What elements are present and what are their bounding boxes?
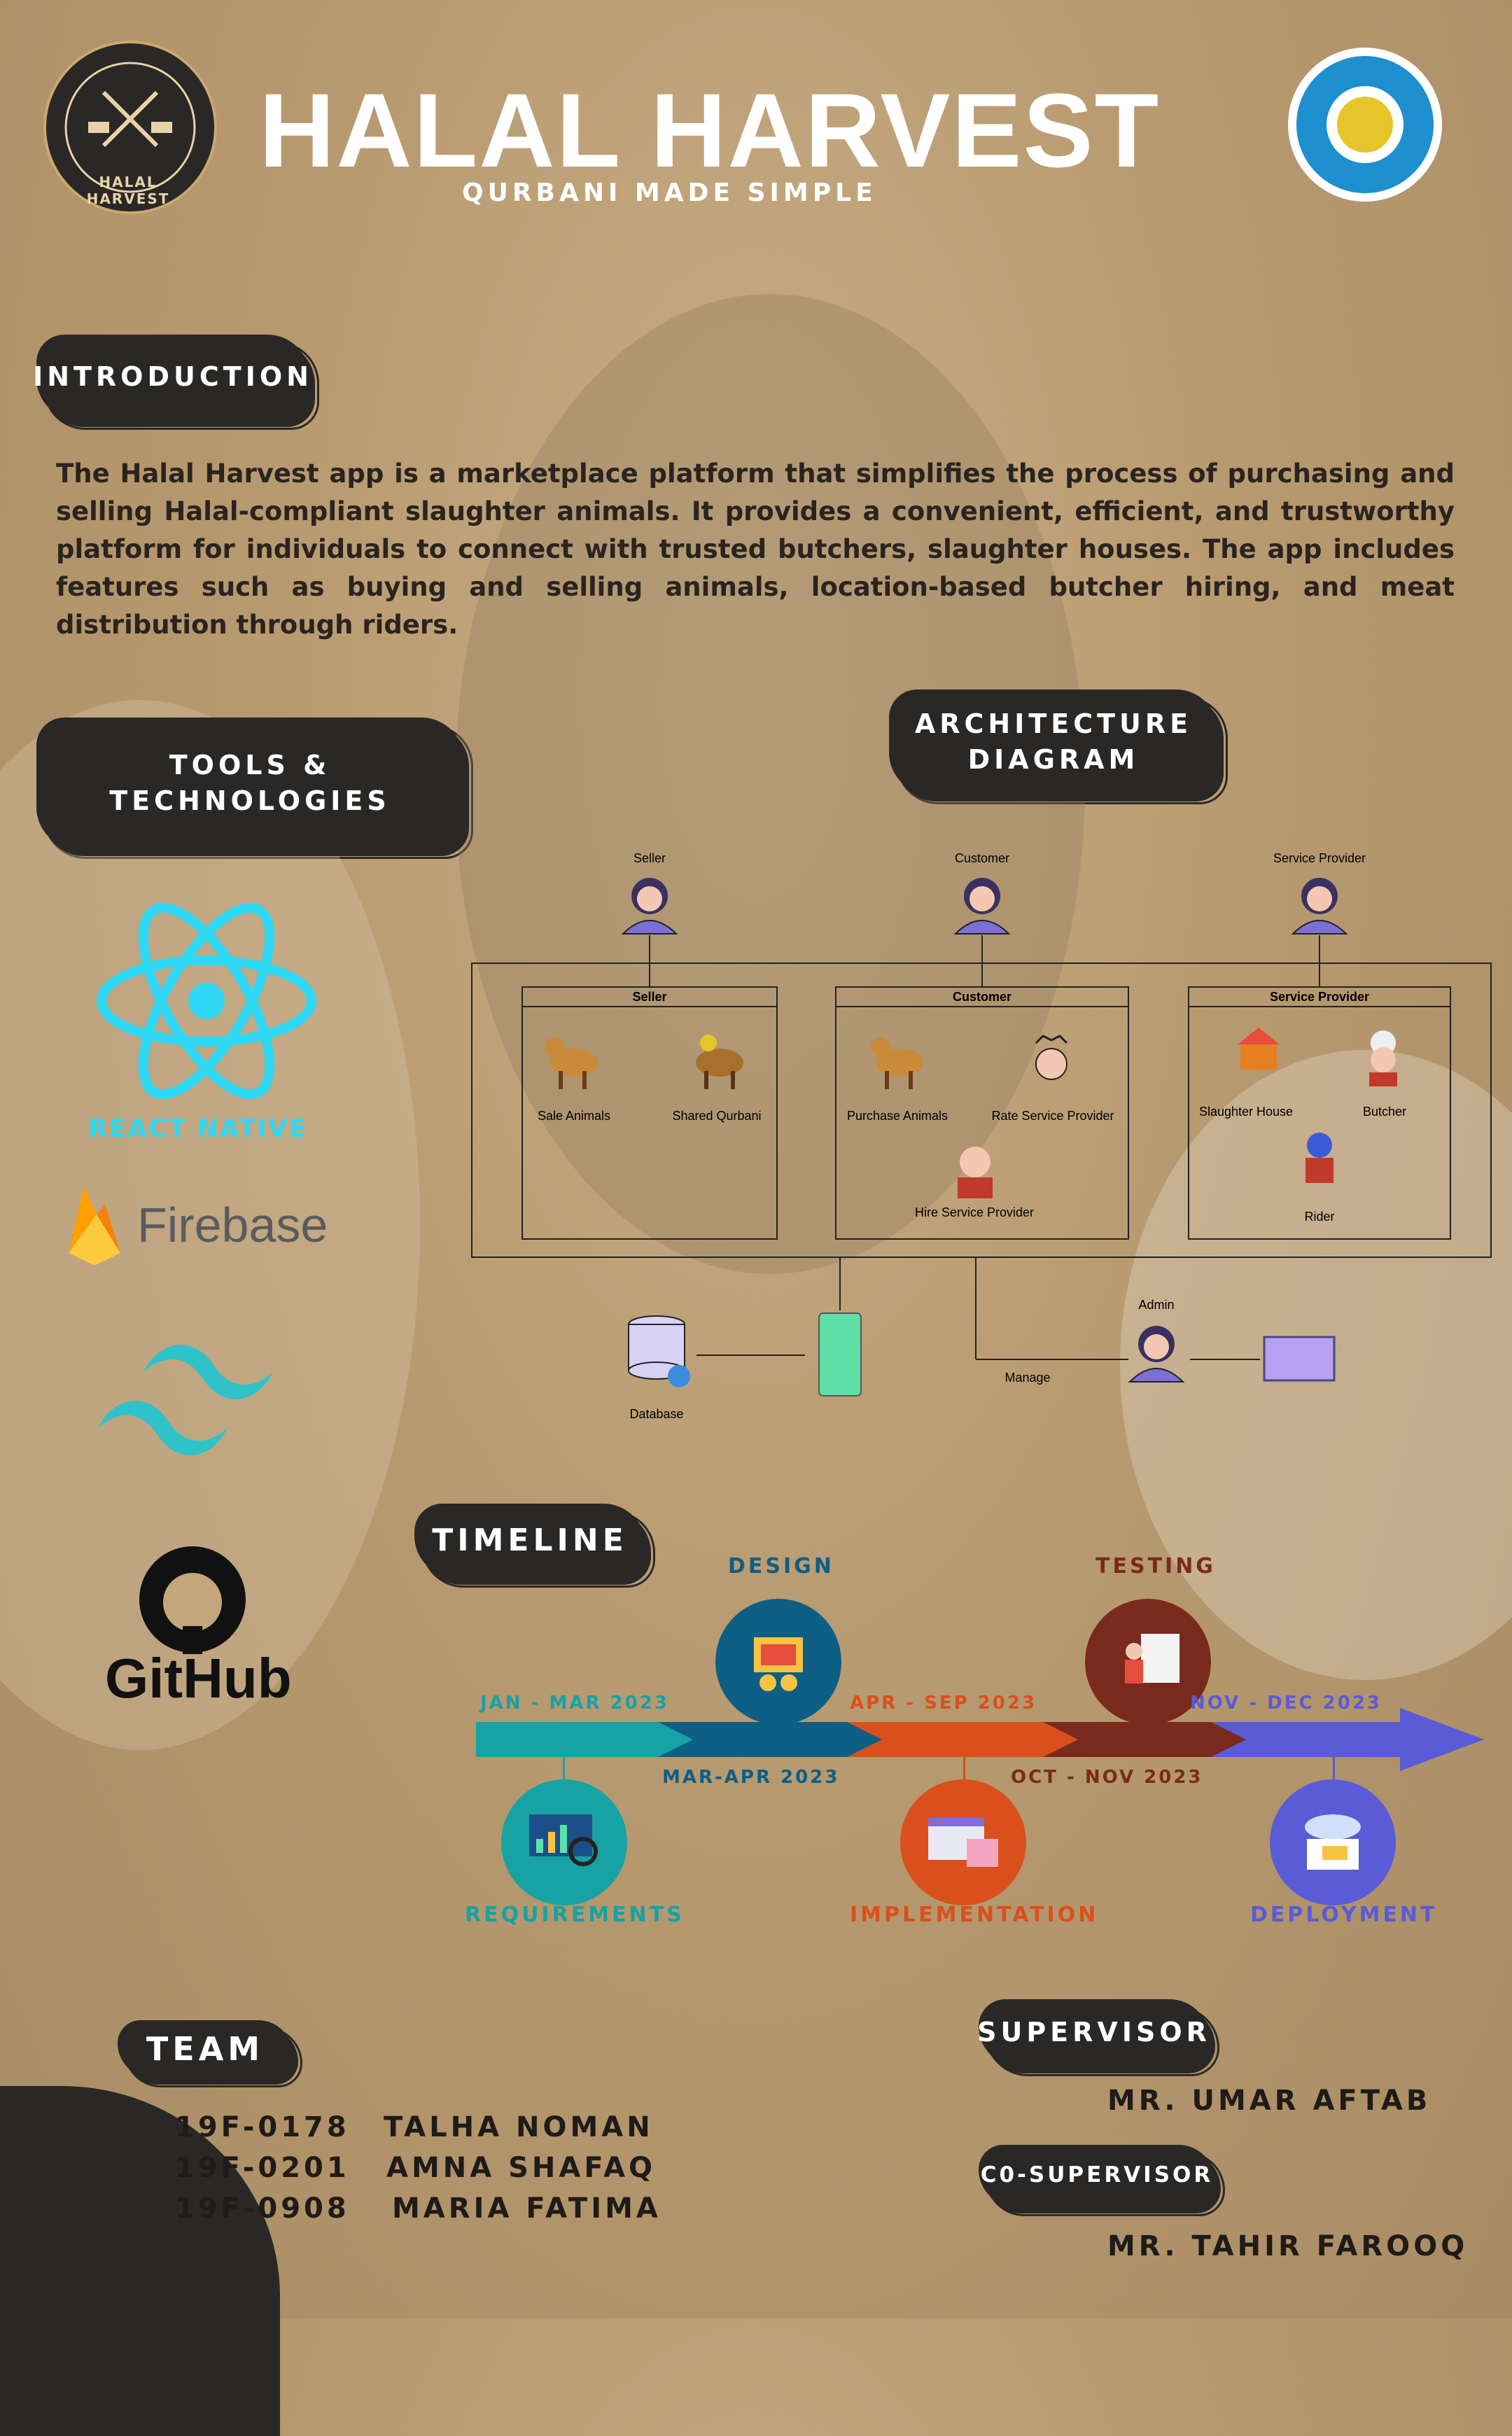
architecture-heading: ARCHITECTURE DIAGRAM (889, 690, 1228, 804)
team-member-name: TALHA NOMAN (384, 2111, 654, 2143)
team-member-id: 19F-0178 (175, 2111, 350, 2143)
code-window-icon (928, 1818, 998, 1867)
introduction-text: The Halal Harvest app is a marketplace p… (56, 458, 1455, 640)
university-logo (1288, 48, 1442, 202)
github-octocat-icon (139, 1546, 246, 1654)
brand-logo (43, 41, 217, 214)
supervisor-heading: SUPERVISOR (977, 1999, 1219, 2076)
rating-icon (1035, 1035, 1068, 1080)
analytics-screen-icon (529, 1814, 598, 1866)
connector (963, 1757, 965, 1792)
page-subtitle: QURBANI MADE SIMPLE (462, 178, 877, 207)
firebase-flame-icon (69, 1186, 120, 1266)
architecture-diagram: Seller Customer Service Provider Seller … (471, 851, 1492, 1421)
timeline-heading: TIMELINE (414, 1504, 655, 1588)
connector (1333, 1757, 1335, 1792)
requirements-date: JAN - MAR 2023 (480, 1693, 669, 1714)
timeline-segment-deployment (1211, 1708, 1484, 1771)
page-title: HALAL HARVEST (259, 71, 1161, 189)
design-label: DESIGN (728, 1554, 834, 1578)
goat-icon (545, 1037, 598, 1089)
shared-qurbani-label: Shared Qurbani (672, 1109, 761, 1123)
testing-label: TESTING (1096, 1554, 1216, 1578)
firebase-label: Firebase (137, 1198, 328, 1252)
rate-provider-label: Rate Service Provider (991, 1109, 1114, 1123)
requirements-label: REQUIREMENTS (465, 1903, 685, 1927)
seller-actor-icon (621, 878, 678, 934)
react-native-label: REACT NATIVE (88, 1114, 308, 1143)
sale-animals-label: Sale Animals (538, 1109, 610, 1123)
seller-actor-label: Seller (634, 851, 666, 865)
implementation-date: APR - SEP 2023 (850, 1693, 1037, 1714)
timeline-arrow (476, 1708, 1484, 1771)
tailwind-logo (91, 1330, 301, 1459)
crossed-knives-icon (64, 62, 196, 193)
architecture-heading-line2: DIAGRAM (967, 744, 1140, 775)
provider-actor-icon (1291, 878, 1348, 934)
deployment-date: NOV - DEC 2023 (1190, 1693, 1382, 1714)
rider-icon (1306, 1133, 1334, 1183)
database-label: Database (629, 1407, 683, 1421)
cloud-deploy-icon (1305, 1814, 1361, 1870)
hire-provider-label: Hire Service Provider (915, 1205, 1034, 1219)
github-label: GitHub (105, 1647, 292, 1709)
seller-box-title: Seller (632, 990, 666, 1004)
deployment-circle (1270, 1779, 1396, 1905)
tools-heading: TOOLS & TECHNOLOGIES (36, 718, 473, 859)
customer-actor-label: Customer (955, 851, 1009, 865)
logo-text: HALAL HARVEST (86, 174, 170, 207)
team-member-name: MARIA FATIMA (392, 2192, 662, 2225)
react-atom-icon (97, 902, 316, 1100)
firebase-logo (63, 1183, 126, 1270)
implementation-circle (900, 1779, 1026, 1905)
team-member-name: AMNA SHAFAQ (386, 2152, 657, 2184)
testing-date: OCT - NOV 2023 (1011, 1767, 1203, 1788)
goat-icon (871, 1037, 923, 1089)
database-icon (628, 1315, 690, 1387)
architecture-heading-line1: ARCHITECTURE (914, 708, 1193, 739)
customer-box-title: Customer (953, 990, 1011, 1004)
manage-label: Manage (1004, 1371, 1050, 1385)
timeline-segment-design (658, 1722, 931, 1757)
team-member-id: 19F-0201 (175, 2152, 350, 2184)
customer-actor-icon (953, 878, 1011, 934)
implementation-label: IMPLEMENTATION (850, 1903, 1099, 1927)
requirements-circle (501, 1779, 627, 1905)
design-date: MAR-APR 2023 (662, 1767, 840, 1788)
react-native-logo (91, 902, 322, 1102)
team-heading: TEAM (118, 2020, 302, 2087)
butcher-icon (1369, 1030, 1397, 1086)
introduction-heading: INTRODUCTION (33, 335, 319, 430)
tailwind-wave-icon (98, 1345, 273, 1455)
github-logo (136, 1544, 248, 1658)
deployment-label: DEPLOYMENT (1250, 1903, 1438, 1927)
laptop-icon (1263, 1336, 1336, 1382)
provider-box-title: Service Provider (1270, 990, 1369, 1004)
provider-actor-label: Service Provider (1273, 851, 1366, 865)
team-member-id: 19F-0908 (175, 2192, 350, 2225)
purchase-animals-label: Purchase Animals (847, 1109, 948, 1123)
testing-board-icon (1125, 1634, 1180, 1684)
connector (563, 1757, 565, 1792)
cosupervisor-heading: C0-SUPERVISOR (979, 2145, 1225, 2216)
rider-label: Rider (1304, 1210, 1334, 1224)
testing-circle (1085, 1599, 1211, 1725)
admin-label: Admin (1138, 1298, 1174, 1312)
butcher-label: Butcher (1363, 1105, 1406, 1119)
butcher-hire-icon (958, 1147, 993, 1198)
design-tools-icon (754, 1637, 803, 1691)
supervisor-name: MR. UMAR AFTAB (1107, 2085, 1432, 2117)
mobile-phone-icon (818, 1312, 862, 1396)
university-emblem-icon (1337, 97, 1393, 153)
timeline-segment-implementation (847, 1722, 1127, 1757)
slaughter-house-label: Slaughter House (1199, 1105, 1293, 1119)
cosupervisor-name: MR. TAHIR FAROOQ (1107, 2230, 1469, 2262)
shared-qurbani-icon (696, 1035, 743, 1089)
admin-actor-icon (1128, 1326, 1185, 1382)
design-circle (715, 1599, 841, 1725)
slaughter-house-icon (1238, 1028, 1280, 1070)
